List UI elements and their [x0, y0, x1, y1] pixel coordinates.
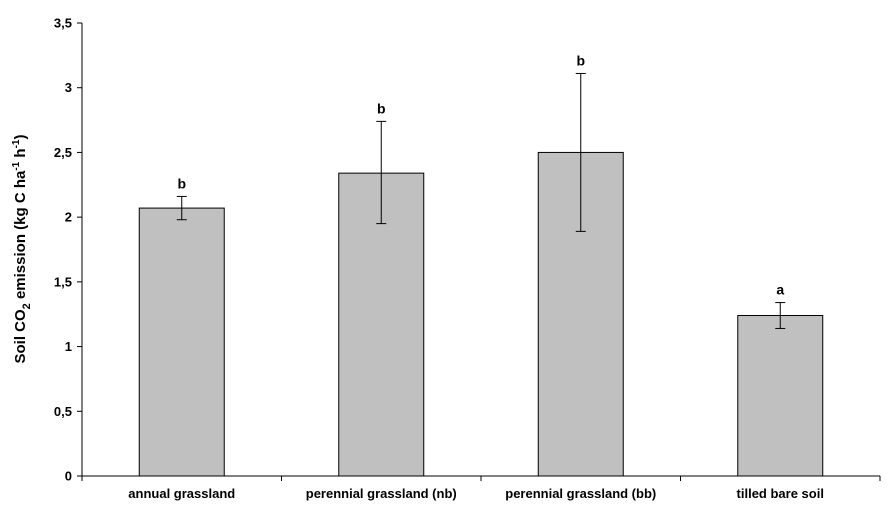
y-axis-title-superscript-1: -1 — [11, 161, 22, 170]
y-axis-title-superscript-2: -1 — [11, 139, 22, 148]
y-tick-label: 2 — [65, 210, 72, 225]
y-axis-title-subscript: 2 — [21, 303, 33, 309]
y-tick-label: 1 — [65, 339, 72, 354]
y-tick-label: 3,5 — [54, 16, 72, 31]
significance-label: a — [776, 282, 784, 298]
category-label: perennial grassland (bb) — [505, 486, 656, 501]
y-tick-label: 0,5 — [54, 404, 72, 419]
plot-area: 0 0,5 1 1,5 2 2,5 3 3,5 b b b a annual grassland pe… — [54, 16, 881, 501]
category-label: tilled bare soil — [737, 486, 824, 501]
bars — [138, 151, 824, 477]
category-label: annual grassland — [128, 486, 235, 501]
y-axis-title-middle: emission (kg C ha — [12, 170, 29, 303]
bar — [138, 207, 225, 477]
error-bars — [176, 72, 786, 329]
x-ticks — [81, 476, 881, 481]
significance-label: b — [576, 52, 585, 68]
y-axis-title: Soil CO2 emission (kg C ha-1 h-1) — [11, 135, 33, 364]
y-ticks: 0 0,5 1 1,5 2 2,5 3 3,5 — [54, 16, 82, 484]
y-tick-label: 1,5 — [54, 274, 72, 289]
y-axis-title-middle2: h — [12, 148, 29, 161]
bar — [737, 315, 824, 477]
category-label: perennial grassland (nb) — [306, 486, 457, 501]
significance-labels: b b b a — [177, 52, 784, 297]
y-axis-title-suffix: ) — [12, 135, 29, 140]
y-tick-label: 0 — [65, 469, 72, 484]
significance-label: b — [177, 175, 186, 191]
significance-label: b — [377, 100, 386, 116]
y-axis-title-prefix: Soil CO — [12, 309, 29, 364]
y-tick-label: 2,5 — [54, 145, 72, 160]
category-labels: annual grassland perennial grassland (nb)… — [128, 486, 824, 501]
y-tick-label: 3 — [65, 80, 72, 95]
